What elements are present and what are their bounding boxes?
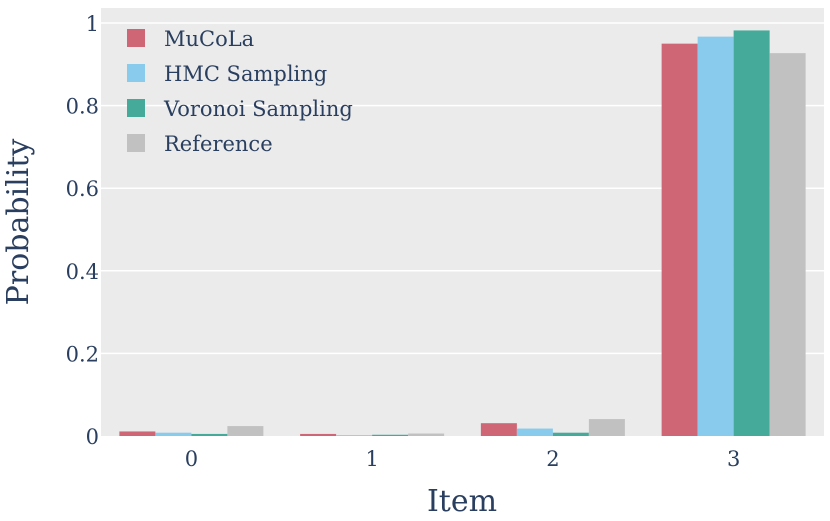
- legend-label: Reference: [164, 132, 273, 156]
- bar: [372, 434, 409, 436]
- bar: [588, 419, 625, 436]
- bar: [119, 431, 156, 436]
- x-tick-label: 0: [185, 447, 198, 471]
- legend-swatch: [127, 29, 145, 47]
- bar: [408, 433, 445, 436]
- y-axis-title: Probability: [1, 139, 36, 306]
- bar: [733, 30, 770, 437]
- bar: [552, 432, 589, 436]
- y-tick-label: 0.6: [66, 177, 99, 201]
- legend-swatch: [127, 99, 145, 117]
- y-tick-label: 0.8: [66, 95, 99, 119]
- bar: [191, 433, 228, 436]
- y-axis-ticks: 0 0.2 0.4 0.6 0.8 1: [66, 12, 99, 449]
- x-tick-label: 1: [365, 447, 378, 471]
- y-tick-label: 0.2: [66, 342, 99, 366]
- bar: [480, 423, 517, 436]
- legend: MuCoLa HMC Sampling Voronoi Sampling Refere…: [127, 27, 353, 156]
- legend-swatch: [127, 64, 145, 82]
- y-tick-label: 0.4: [66, 260, 99, 284]
- legend-label: HMC Sampling: [164, 62, 327, 86]
- bar: [516, 428, 553, 436]
- y-tick-label: 0: [86, 425, 99, 449]
- x-tick-label: 2: [546, 447, 559, 471]
- legend-label: Voronoi Sampling: [163, 97, 353, 121]
- bar: [769, 53, 806, 437]
- y-tick-label: 1: [86, 12, 99, 36]
- bar: [336, 435, 373, 436]
- bar: [227, 426, 264, 436]
- legend-label: MuCoLa: [164, 27, 254, 51]
- x-axis-title: Item: [427, 484, 497, 519]
- bars: [119, 30, 806, 437]
- bar: [697, 36, 734, 437]
- bar: [661, 43, 698, 437]
- bar: [155, 432, 192, 436]
- legend-swatch: [127, 134, 145, 152]
- x-tick-label: 3: [727, 447, 740, 471]
- x-axis-ticks: 0 1 2 3: [185, 447, 741, 471]
- bar: [300, 433, 337, 436]
